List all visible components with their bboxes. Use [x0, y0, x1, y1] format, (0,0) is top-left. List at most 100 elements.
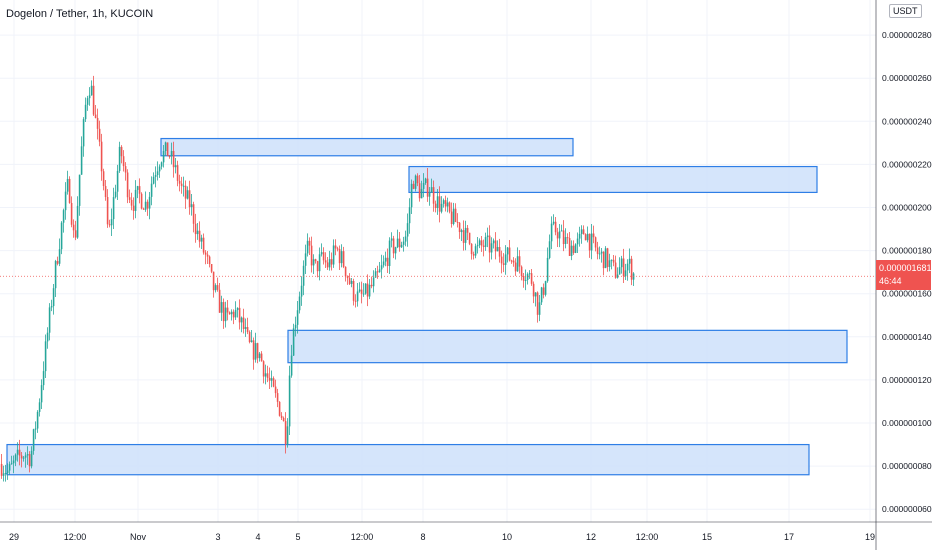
candle-body [620, 258, 623, 268]
candle-body [514, 262, 517, 272]
x-tick-label: 29 [9, 532, 19, 542]
candle-body [394, 247, 397, 254]
candle-body [140, 193, 143, 209]
candle-body [98, 128, 101, 142]
candle-body [580, 229, 583, 234]
candle-body [144, 201, 147, 210]
candle-body [224, 307, 227, 322]
countdown: 46:44 [879, 276, 902, 286]
candle-body [92, 85, 95, 115]
candle-body [494, 240, 497, 252]
candle-body [306, 240, 309, 254]
candle-body [456, 221, 459, 223]
candle-body [586, 233, 589, 241]
candle-body [38, 402, 41, 412]
candle-body [610, 259, 613, 261]
candle-body [554, 221, 557, 233]
candle-body [540, 287, 543, 303]
candle-body [228, 312, 231, 315]
candle-body [508, 247, 511, 261]
candle-body [290, 355, 293, 376]
candle-body [496, 247, 499, 252]
candle-body [280, 415, 283, 418]
candle-body [14, 454, 17, 461]
candle-body [462, 230, 465, 243]
candle-body [336, 248, 339, 250]
candle-body [172, 150, 175, 168]
candle-body [412, 183, 415, 189]
candle-body [156, 171, 159, 176]
candle-body [566, 237, 569, 239]
candle-body [16, 449, 19, 455]
candle-body [450, 211, 453, 225]
candle-body [546, 257, 549, 282]
candle-body [374, 271, 377, 278]
grid [0, 0, 876, 522]
candle-body [474, 246, 477, 256]
candle-body [212, 271, 215, 291]
candle-body [354, 300, 357, 302]
candle-body [4, 473, 7, 475]
candle-body [56, 261, 59, 264]
candle-body [292, 328, 295, 356]
candle-body [34, 428, 37, 430]
candle-body [108, 224, 111, 226]
candle-body [26, 454, 29, 456]
candle-body [400, 244, 403, 248]
candle-body [346, 276, 349, 279]
candle-body [44, 341, 47, 372]
y-tick-label: 0.0000002600 [882, 73, 932, 83]
candle-body [492, 240, 495, 244]
candle-body [188, 190, 191, 208]
candle-body [538, 302, 541, 315]
candle-body [568, 238, 571, 256]
x-tick-label: Nov [130, 532, 147, 542]
candle-body [552, 221, 555, 224]
candle-body [218, 289, 221, 313]
candle-body [288, 375, 291, 427]
candle-body [628, 258, 631, 264]
candle-body [482, 245, 485, 247]
candle-body [104, 185, 107, 198]
candle-body [12, 460, 15, 464]
candle-body [596, 247, 599, 254]
candle-body [196, 230, 199, 235]
candle-body [328, 259, 331, 268]
candle-body [90, 85, 93, 96]
candle-body [206, 254, 209, 257]
candle-body [446, 202, 449, 207]
candle-body [606, 248, 609, 267]
y-tick-label: 0.0000001800 [882, 246, 932, 256]
candle-body [534, 292, 537, 297]
candle-body [240, 317, 243, 323]
candle-body [426, 178, 429, 197]
candle-body [230, 311, 233, 315]
currency-badge[interactable]: USDT [889, 4, 922, 18]
candle-body [536, 292, 539, 315]
y-tick-label: 0.0000001600 [882, 289, 932, 299]
candle-body [314, 259, 317, 262]
candle-body [344, 266, 347, 277]
candle-body [486, 235, 489, 238]
candle-body [392, 238, 395, 254]
candle-body [418, 183, 421, 199]
candle-body [128, 197, 131, 200]
candle-body [422, 182, 425, 189]
candle-body [272, 378, 275, 387]
candle-body [126, 172, 129, 198]
candle-body [232, 311, 235, 318]
y-tick-label: 0.0000000800 [882, 461, 932, 471]
candle-body [300, 285, 303, 297]
candle-body [390, 238, 393, 241]
candle-body [310, 245, 313, 266]
candle-body [464, 227, 467, 243]
candle-body [120, 146, 123, 157]
candle-body [152, 176, 155, 184]
candle-body [370, 284, 373, 287]
candle-body [550, 223, 553, 242]
candle-body [326, 262, 329, 268]
candle-body [582, 229, 585, 235]
candle-body [74, 230, 77, 238]
candle-body [112, 197, 115, 220]
y-tick-label: 0.0000002400 [882, 116, 932, 126]
